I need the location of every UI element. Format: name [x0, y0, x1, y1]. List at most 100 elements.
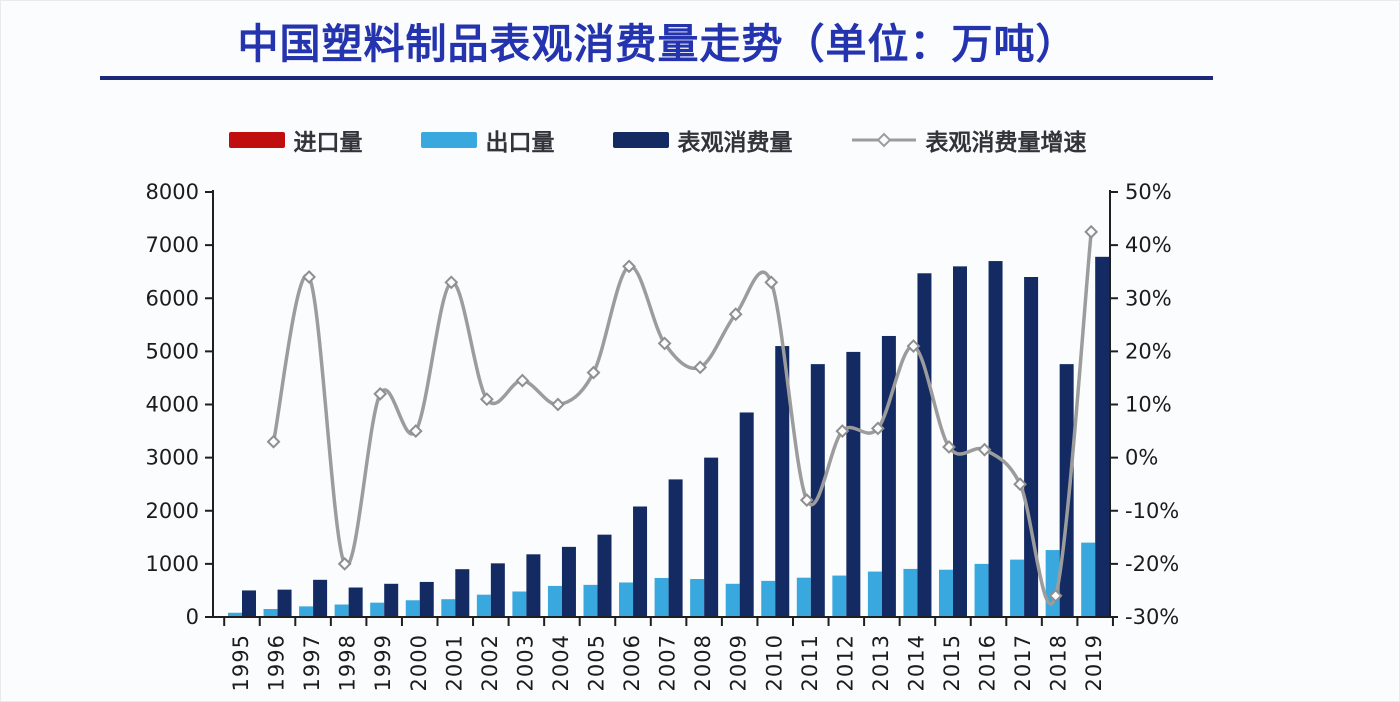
bar-export-2007 [654, 577, 669, 617]
year-label: 2016 [976, 634, 1000, 691]
left-axis-label: 2000 [146, 499, 199, 523]
year-label: 2006 [620, 634, 644, 691]
legend-item-imports: 进口量 [228, 123, 363, 157]
year-label: 2008 [691, 634, 715, 691]
growth-marker [693, 360, 708, 375]
growth-line-series [266, 224, 1099, 606]
chart-title: 中国塑料制品表观消费量走势（单位：万吨） [237, 21, 1078, 67]
x-axis-labels: 1995 1996 1997 1998 1999 2000 2001 2002 2003 2004… [229, 634, 1106, 691]
right-axis-label: 10% [1125, 393, 1172, 417]
right-axis-label: 40% [1125, 233, 1172, 257]
year-label: 2012 [833, 634, 857, 691]
bar-export-2005 [583, 584, 598, 617]
bar-consumption-2018 [1059, 364, 1074, 617]
right-axis-label: -30% [1125, 605, 1179, 629]
year-label: 1995 [229, 634, 253, 691]
growth-marker [799, 493, 814, 508]
consumption-swatch [612, 132, 669, 148]
legend-item-growth: 表观消费量增速 [851, 123, 1087, 157]
bars [228, 256, 1110, 617]
year-label: 2011 [798, 634, 822, 691]
bar-export-1999 [370, 602, 385, 617]
growth-marker [515, 373, 530, 388]
legend-label: 表观消费量 [677, 129, 793, 155]
bar-export-2006 [619, 582, 634, 617]
import-swatch [228, 132, 285, 148]
growth-marker [444, 275, 459, 290]
growth-marker [942, 440, 956, 454]
year-label: 1996 [265, 634, 289, 691]
bar-consumption-1997 [313, 579, 328, 617]
growth-marker [906, 339, 921, 353]
bar-consumption-2004 [561, 546, 576, 617]
legend-label: 表观消费量增速 [925, 129, 1087, 155]
growth-marker [870, 421, 885, 436]
bar-export-2015 [939, 569, 953, 617]
left-axis-label: 4000 [146, 393, 199, 417]
bar-consumption-2015 [953, 266, 967, 617]
year-label: 1998 [336, 634, 360, 691]
growth-marker [764, 275, 779, 290]
bar-export-2000 [405, 600, 420, 617]
bar-consumption-2014 [917, 273, 932, 617]
bar-consumption-2009 [739, 412, 754, 617]
year-label: 2005 [585, 634, 609, 691]
growth-marker [551, 397, 565, 412]
growth-marker [337, 556, 352, 571]
axes [212, 190, 1114, 618]
year-label: 2014 [904, 634, 928, 691]
bar-consumption-2007 [668, 479, 683, 617]
bar-export-2013 [867, 571, 882, 617]
bar-consumption-1995 [242, 590, 256, 617]
bar-consumption-2002 [490, 563, 505, 617]
legend-label: 出口量 [485, 129, 555, 155]
bar-export-2009 [725, 583, 740, 617]
bar-consumption-2017 [1024, 277, 1039, 617]
growth-marker [622, 259, 636, 274]
year-label: 2019 [1082, 634, 1106, 691]
year-label: 2002 [478, 634, 502, 691]
bar-export-2001 [441, 599, 456, 617]
year-label: 1997 [300, 634, 324, 691]
bar-export-1995 [228, 612, 242, 617]
bar-consumption-2010 [775, 346, 790, 617]
year-label: 2001 [442, 634, 466, 691]
bar-export-2004 [547, 585, 562, 617]
year-label: 1999 [371, 634, 395, 691]
bar-export-2003 [512, 591, 527, 617]
right-axis-label: 50% [1125, 180, 1172, 204]
bar-export-1997 [299, 606, 314, 617]
left-axis-label: 1000 [146, 552, 199, 576]
bar-export-2019 [1081, 542, 1096, 617]
bar-export-2012 [832, 575, 847, 617]
right-axis-label: 30% [1125, 286, 1172, 310]
bar-consumption-2016 [988, 261, 1003, 617]
bar-consumption-2001 [455, 569, 470, 617]
bar-export-2014 [903, 568, 918, 617]
bar-consumption-2005 [597, 534, 612, 617]
left-axis-label: 3000 [146, 446, 199, 470]
year-label: 2000 [407, 634, 431, 691]
right-axis-label: -20% [1125, 552, 1179, 576]
year-label: 2009 [727, 634, 751, 691]
bar-export-2011 [796, 577, 811, 617]
growth-line [271, 230, 1093, 606]
bar-export-2010 [761, 580, 776, 617]
year-label: 2018 [1047, 634, 1071, 691]
growth-marker [657, 336, 672, 351]
year-label: 2015 [940, 634, 964, 691]
export-swatch [420, 132, 477, 148]
right-axis-label: -10% [1125, 499, 1179, 523]
growth-marker [1084, 224, 1099, 239]
growth-marker [408, 424, 423, 438]
bar-consumption-1998 [348, 587, 363, 617]
bar-export-2008 [690, 579, 705, 617]
year-label: 2007 [656, 634, 680, 691]
bar-consumption-2008 [704, 457, 719, 617]
bar-consumption-2012 [846, 351, 861, 617]
growth-marker [1013, 477, 1028, 492]
growth-marker [835, 424, 850, 438]
growth-marker [479, 392, 494, 407]
legend-item-consumption: 表观消费量 [612, 123, 793, 157]
